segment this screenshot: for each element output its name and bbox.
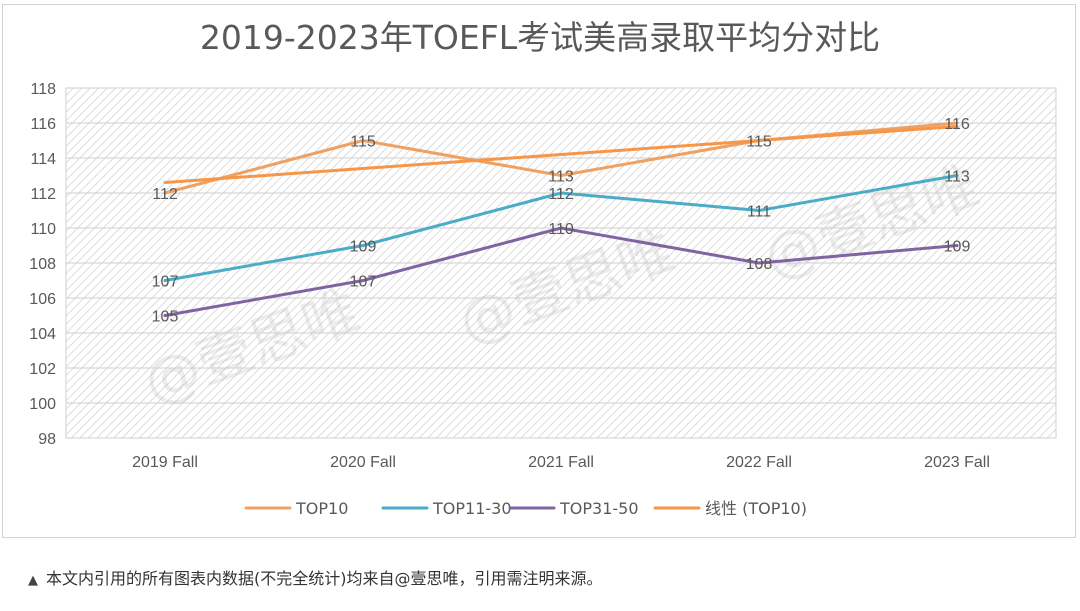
x-tick-label: 2019 Fall	[132, 454, 198, 471]
data-point	[559, 191, 563, 195]
data-label: 107	[152, 274, 179, 291]
chart-title: 2019-2023年TOEFL考试美高录取平均分对比	[200, 18, 880, 57]
y-tick-label: 116	[30, 116, 56, 133]
data-label: 113	[548, 169, 574, 186]
data-point	[163, 314, 167, 317]
y-tick-label: 106	[29, 291, 56, 308]
data-label: 115	[746, 134, 772, 151]
data-point	[361, 279, 365, 282]
y-tick-label: 110	[30, 221, 56, 238]
data-point	[757, 209, 761, 212]
trendline	[163, 125, 959, 184]
data-point	[361, 244, 365, 247]
footnote-text: 本文内引用的所有图表内数据(不完全统计)均来自@壹思唯，引用需注明来源。	[46, 569, 603, 588]
y-tick-label: 98	[38, 431, 56, 448]
data-label: 115	[350, 134, 376, 151]
data-point	[955, 174, 959, 177]
data-point	[955, 244, 959, 247]
data-point	[559, 226, 563, 230]
data-label: 111	[747, 204, 771, 221]
data-point	[163, 279, 167, 282]
triangle-icon: ▲	[28, 573, 38, 588]
y-tick-label: 112	[30, 186, 56, 203]
y-tick-label: 118	[30, 81, 56, 98]
y-tick-label: 102	[29, 361, 56, 378]
legend-label: TOP11-30	[432, 499, 512, 518]
data-point	[361, 139, 365, 142]
y-tick-label: 104	[29, 326, 56, 343]
x-tick-label: 2021 Fall	[528, 454, 594, 471]
data-label: 116	[944, 116, 970, 133]
data-label: 113	[944, 169, 970, 186]
y-tick-label: 114	[30, 151, 56, 168]
data-point	[163, 191, 167, 195]
footnote: ▲ 本文内引用的所有图表内数据(不完全统计)均来自@壹思唯，引用需注明来源。	[28, 565, 603, 589]
data-label: 109	[350, 239, 377, 256]
data-label: 109	[944, 239, 971, 256]
data-label: 107	[350, 274, 377, 291]
data-label: 112	[548, 186, 574, 203]
data-point	[955, 121, 959, 125]
data-label: 112	[152, 186, 178, 203]
data-label: 108	[746, 256, 773, 273]
chart-svg: 2019-2023年TOEFL考试美高录取平均分对比 @壹思唯 @壹思唯 @壹思唯 …	[29, 18, 1057, 518]
x-tick-label: 2022 Fall	[726, 454, 792, 471]
data-label: 105	[152, 309, 179, 326]
data-label: 110	[548, 221, 574, 238]
legend-label: TOP10	[295, 499, 348, 518]
legend-label: 线性 (TOP10)	[705, 499, 807, 518]
chart-frame: 2019-2023年TOEFL考试美高录取平均分对比 @壹思唯 @壹思唯 @壹思唯 …	[2, 4, 1076, 538]
data-point	[757, 261, 761, 265]
y-tick-label: 108	[29, 256, 56, 273]
x-tick-label: 2023 Fall	[924, 454, 990, 471]
y-tick-label: 100	[29, 396, 56, 413]
legend-label: TOP31-50	[559, 499, 639, 518]
x-tick-label: 2020 Fall	[330, 454, 396, 471]
data-point	[559, 174, 563, 177]
